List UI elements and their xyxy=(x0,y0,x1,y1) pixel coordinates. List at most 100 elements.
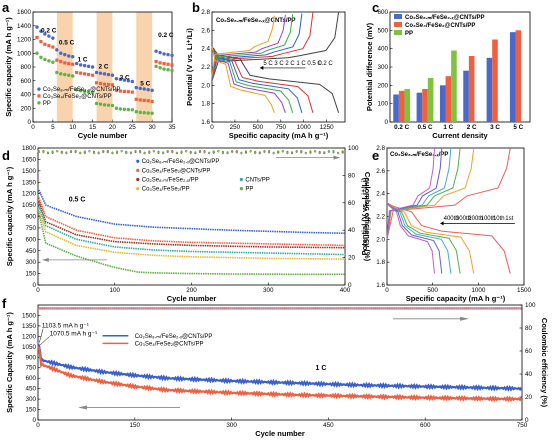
y-tick-label: 1400 xyxy=(17,23,32,30)
ce-point xyxy=(316,308,319,310)
x-axis-label: Cycle number xyxy=(78,131,128,140)
data-point xyxy=(106,72,111,77)
y-tick-label: 150 xyxy=(25,271,36,278)
ce-point xyxy=(190,308,193,310)
ce-point xyxy=(143,152,146,155)
ce-point xyxy=(242,308,245,310)
charge-curve xyxy=(211,15,275,77)
ce-point xyxy=(337,151,340,154)
data-point xyxy=(86,64,91,69)
ce-point xyxy=(300,151,303,154)
bar xyxy=(427,78,434,122)
data-point xyxy=(114,88,118,92)
legend-label: Co₃Se₄/FeSe₂@CNTs/PP xyxy=(142,168,211,174)
charge-curve xyxy=(211,14,286,78)
data-point xyxy=(138,86,142,91)
ce-point xyxy=(120,308,123,310)
ce-point xyxy=(117,308,119,310)
data-point xyxy=(154,59,158,64)
ce-point xyxy=(337,308,340,310)
y-tick-label: 0 xyxy=(27,119,31,126)
ce-point xyxy=(206,308,209,310)
ce-point xyxy=(194,151,197,154)
ce-point xyxy=(70,308,73,310)
y2-tick-label: 40 xyxy=(525,371,533,378)
ce-point xyxy=(43,308,46,310)
rate-band xyxy=(136,12,153,122)
ce-point xyxy=(335,308,338,310)
ce-point xyxy=(250,308,253,310)
ce-point xyxy=(372,308,375,310)
legend-marker xyxy=(136,187,140,191)
y-tick-label: 200 xyxy=(377,82,388,89)
ce-point xyxy=(270,308,272,310)
data-point xyxy=(59,72,63,76)
ce-point xyxy=(376,308,379,310)
data-point xyxy=(55,48,59,52)
ce-point xyxy=(148,150,151,153)
rate-label: 0.2 C xyxy=(41,28,57,35)
ce-point xyxy=(115,308,118,310)
ce-point xyxy=(484,308,487,310)
data-point xyxy=(162,52,166,56)
y-axis-label: Specific capacity (mA h g⁻¹) xyxy=(4,17,13,117)
ce-point xyxy=(380,308,383,310)
ce-point xyxy=(490,308,493,310)
ce-point xyxy=(51,150,54,153)
data-point xyxy=(39,55,43,60)
ce-point xyxy=(438,308,441,310)
data-point xyxy=(51,36,55,40)
ce-point xyxy=(203,151,206,154)
ce-point xyxy=(302,308,305,310)
data-point xyxy=(75,70,79,75)
y-tick-label: 2.6 xyxy=(201,27,210,34)
ce-point xyxy=(285,308,288,310)
ce-point xyxy=(196,308,199,310)
x-tick-label: 300 xyxy=(226,422,237,429)
data-point xyxy=(138,110,142,115)
y-tick-label: 1800 xyxy=(22,145,37,152)
ce-point xyxy=(65,151,68,154)
ce-point xyxy=(157,152,160,155)
data-point xyxy=(71,74,75,78)
ce-point xyxy=(229,308,232,310)
arrow-head xyxy=(333,155,341,160)
ce-point xyxy=(95,308,98,310)
data-point xyxy=(74,87,79,92)
ce-point xyxy=(58,308,61,310)
ce-point xyxy=(209,308,212,310)
ce-point xyxy=(239,308,241,310)
ce-point xyxy=(343,308,346,310)
ce-point xyxy=(139,151,142,154)
ce-point xyxy=(53,308,56,310)
x-tick-label: 1250 xyxy=(320,124,335,131)
ce-point xyxy=(92,152,96,155)
data-point xyxy=(78,89,83,93)
panel-a: a 0 5 10 15 20 25 30 35 0 200 400 600 800 1000 1200 1400… xyxy=(2,0,176,140)
ce-point xyxy=(246,308,249,310)
data-point xyxy=(126,79,131,83)
x-tick-label: 750 xyxy=(276,124,287,131)
capacity-curve xyxy=(38,197,345,247)
y-tick-label: 450 xyxy=(25,386,36,393)
ce-point xyxy=(386,308,389,310)
y-tick-label: 0 xyxy=(32,282,36,289)
ce-point xyxy=(264,308,267,310)
ce-point xyxy=(513,308,516,310)
data-point xyxy=(71,62,75,66)
y2-axis-label: Coulombic efficiency (%) xyxy=(540,318,549,408)
data-point xyxy=(83,72,87,76)
panel-b: b 0 250 500 750 1000 1250 1.6 1.8 2.0 2.2 2.4 2.6 2.8… xyxy=(185,0,346,140)
data-point xyxy=(102,82,107,86)
panel-c: c 0 100 200 300 400 500 600 0.2 C 0.5 C 1 C 2 C 3 C 5… xyxy=(365,0,531,140)
ce-point xyxy=(119,308,121,310)
ce-point xyxy=(328,308,330,310)
data-point xyxy=(142,98,146,102)
ce-point xyxy=(349,308,352,310)
legend-marker xyxy=(239,177,243,182)
ce-point xyxy=(430,308,433,310)
ce-point xyxy=(125,152,128,155)
x-tick-label: 0 xyxy=(31,124,35,131)
ce-point xyxy=(171,308,174,310)
